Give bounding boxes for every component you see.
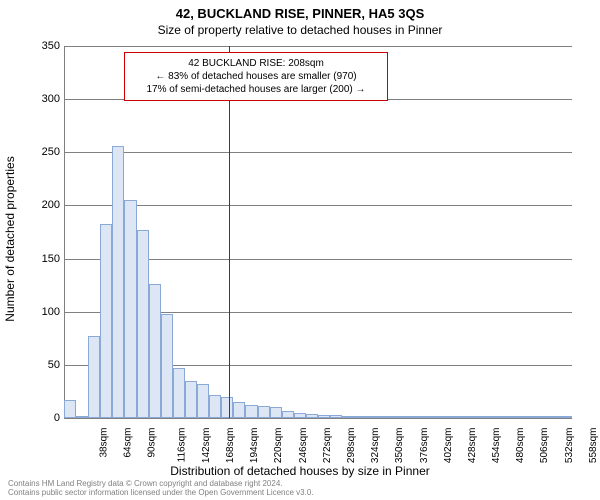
annotation-line2: ← 83% of detached houses are smaller (97… [133, 70, 379, 83]
x-tick-label: 90sqm [147, 428, 158, 458]
x-tick-label: 272sqm [322, 428, 333, 464]
x-tick-label: 220sqm [273, 428, 284, 464]
histogram-bar [451, 416, 463, 418]
histogram-bar [378, 416, 390, 418]
y-tick-label: 50 [30, 359, 60, 371]
x-tick-label: 38sqm [99, 428, 110, 458]
x-tick-label: 532sqm [564, 428, 575, 464]
x-tick-label: 376sqm [419, 428, 430, 464]
y-tick-label: 200 [30, 199, 60, 211]
histogram-bar [306, 414, 318, 418]
chart-plot-area: 42 BUCKLAND RISE: 208sqm ← 83% of detach… [64, 46, 572, 418]
y-tick-label: 100 [30, 306, 60, 318]
x-tick-label: 506sqm [540, 428, 551, 464]
chart-title-sub: Size of property relative to detached ho… [0, 21, 600, 37]
x-axis-label: Distribution of detached houses by size … [0, 464, 600, 478]
y-tick-label: 300 [30, 93, 60, 105]
x-tick-label: 116sqm [176, 428, 187, 463]
histogram-bar [282, 411, 294, 418]
histogram-bar [161, 314, 173, 418]
x-tick-label: 480sqm [515, 428, 526, 464]
x-tick-label: 142sqm [201, 428, 212, 464]
histogram-bar [64, 400, 76, 418]
annotation-box: 42 BUCKLAND RISE: 208sqm ← 83% of detach… [124, 52, 388, 101]
footer-attribution: Contains HM Land Registry data © Crown c… [8, 479, 314, 498]
histogram-bar [560, 416, 572, 418]
histogram-bar [88, 336, 100, 418]
histogram-bar [76, 416, 88, 418]
reference-line [229, 46, 230, 418]
histogram-bar [463, 416, 475, 418]
histogram-bar [209, 395, 221, 418]
histogram-bar [173, 368, 185, 418]
gridline [64, 418, 572, 419]
histogram-bar [499, 416, 511, 418]
x-tick-label: 558sqm [588, 428, 599, 464]
histogram-bar [536, 416, 548, 418]
x-tick-label: 324sqm [370, 428, 381, 464]
histogram-bar [112, 146, 124, 418]
histogram-bar [221, 397, 233, 418]
histogram-bar [294, 413, 306, 418]
histogram-bar [512, 416, 524, 418]
footer-line2: Contains public sector information licen… [8, 488, 314, 498]
histogram-bar [475, 416, 487, 418]
annotation-line3: 17% of semi-detached houses are larger (… [133, 83, 379, 96]
y-tick-label: 250 [30, 146, 60, 158]
histogram-bar [342, 416, 354, 418]
y-axis-line [64, 46, 65, 418]
gridline [64, 152, 572, 153]
histogram-bar [233, 402, 245, 418]
histogram-bar [100, 224, 112, 419]
histogram-bar [185, 381, 197, 418]
histogram-bar [258, 406, 270, 418]
x-tick-label: 454sqm [491, 428, 502, 464]
x-tick-label: 246sqm [298, 428, 309, 464]
histogram-bar [415, 416, 427, 418]
histogram-bar [403, 416, 415, 418]
y-tick-label: 150 [30, 253, 60, 265]
x-tick-label: 350sqm [394, 428, 405, 464]
x-tick-label: 402sqm [443, 428, 454, 464]
histogram-bar [524, 416, 536, 418]
histogram-bar [330, 415, 342, 418]
y-axis-label: Number of detached properties [3, 156, 17, 321]
x-tick-label: 428sqm [467, 428, 478, 464]
histogram-bar [354, 416, 366, 418]
histogram-bar [124, 200, 136, 418]
gridline [64, 46, 572, 47]
x-tick-label: 194sqm [249, 428, 260, 464]
annotation-line1: 42 BUCKLAND RISE: 208sqm [133, 57, 379, 70]
histogram-bar [270, 407, 282, 418]
histogram-bar [149, 284, 161, 418]
histogram-bar [197, 384, 209, 418]
histogram-bar [391, 416, 403, 418]
histogram-bar [439, 416, 451, 418]
histogram-bar [137, 230, 149, 418]
histogram-bar [245, 405, 257, 418]
footer-line1: Contains HM Land Registry data © Crown c… [8, 479, 314, 489]
histogram-bar [487, 416, 499, 418]
gridline [64, 205, 572, 206]
y-tick-label: 350 [30, 40, 60, 52]
histogram-bar [427, 416, 439, 418]
histogram-bar [366, 416, 378, 418]
histogram-bar [548, 416, 560, 418]
chart-title-main: 42, BUCKLAND RISE, PINNER, HA5 3QS [0, 0, 600, 21]
x-tick-label: 168sqm [225, 428, 236, 464]
histogram-bar [318, 415, 330, 418]
y-tick-label: 0 [30, 412, 60, 424]
x-tick-label: 64sqm [123, 428, 134, 458]
x-tick-label: 298sqm [346, 428, 357, 464]
